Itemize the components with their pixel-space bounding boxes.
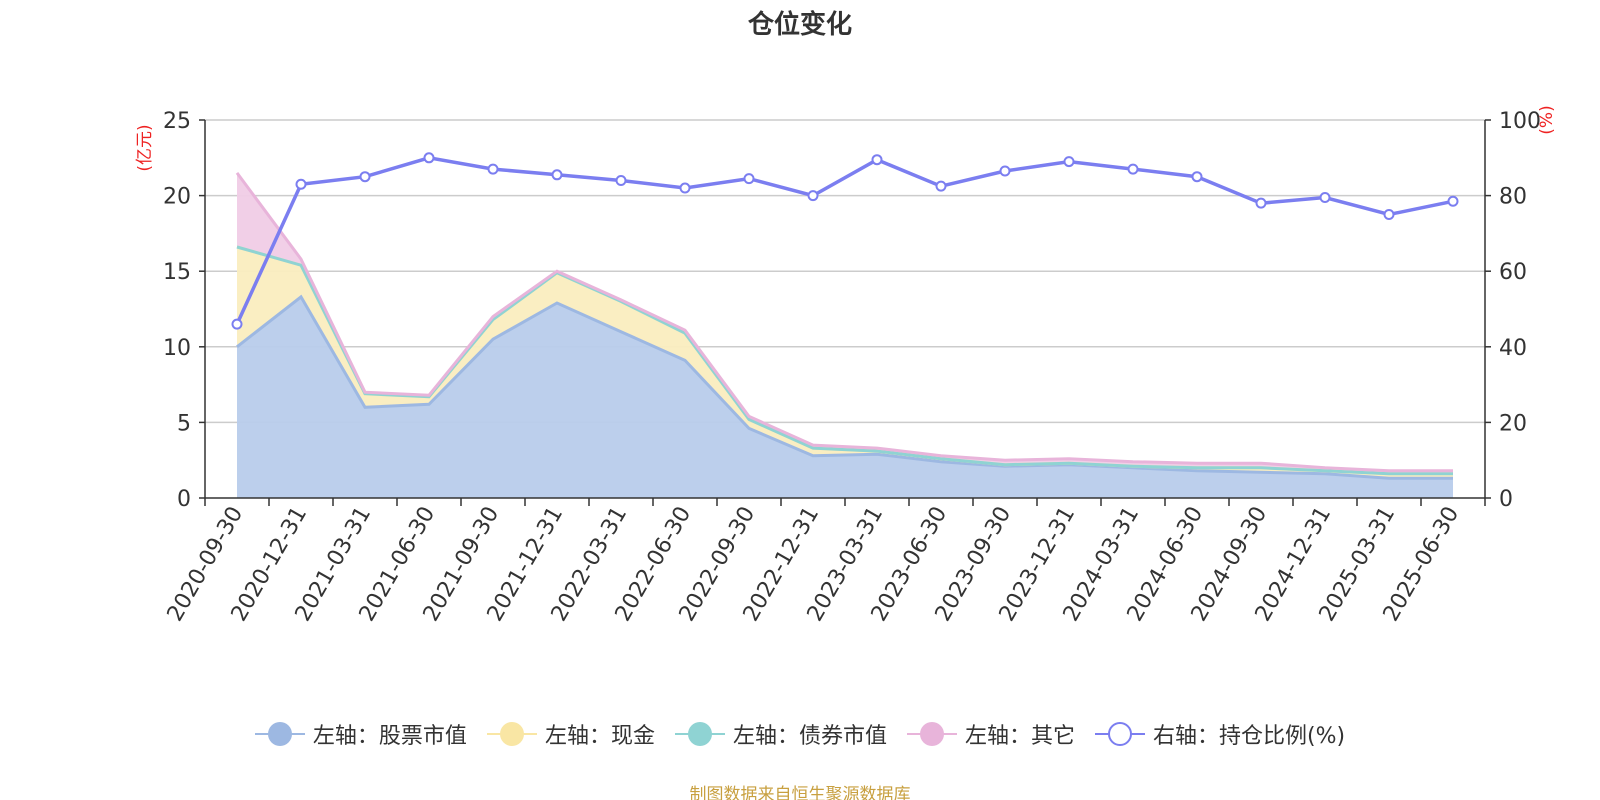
ratio-point bbox=[1127, 163, 1139, 175]
ratio-point bbox=[423, 152, 435, 164]
legend-label: 左轴：现金 bbox=[544, 724, 655, 749]
ratio-point bbox=[743, 173, 755, 185]
ratio-point bbox=[1191, 171, 1203, 183]
chart-legend: 左轴：股票市值 左轴：现金 左轴：债券市值 左轴：其它 右轴：持仓比例(%) bbox=[0, 718, 1600, 750]
area-line-1 bbox=[236, 294, 1453, 480]
legend-swatch bbox=[906, 721, 957, 747]
left-tick-label: 25 bbox=[163, 109, 191, 134]
legend-swatch bbox=[1094, 721, 1145, 747]
ratio-point bbox=[679, 182, 691, 194]
legend-label: 左轴：股票市值 bbox=[312, 724, 467, 749]
ratio-point bbox=[1255, 197, 1267, 209]
right-tick-label: 60 bbox=[1499, 260, 1527, 285]
ratio-point bbox=[807, 190, 819, 202]
source-note: 制图数据来自恒生聚源数据库 bbox=[689, 785, 911, 800]
ratio-point bbox=[295, 178, 307, 190]
ratio-point bbox=[231, 318, 243, 330]
ratio-point bbox=[615, 174, 627, 186]
legend-swatch bbox=[486, 721, 537, 747]
ratio-point bbox=[1319, 191, 1331, 203]
legend-swatch bbox=[674, 721, 725, 747]
ratio-point bbox=[871, 154, 883, 166]
legend-label: 右轴：持仓比例(%) bbox=[1152, 724, 1346, 749]
ratio-point bbox=[999, 165, 1011, 177]
ratio-line bbox=[235, 156, 1454, 325]
left-tick-label: 15 bbox=[163, 260, 191, 285]
ratio-point bbox=[487, 163, 499, 175]
left-axis-label: (亿元) bbox=[135, 124, 155, 171]
ratio-point bbox=[551, 169, 563, 181]
ratio-point bbox=[1063, 156, 1075, 168]
legend-item[interactable]: 右轴：持仓比例(%) bbox=[1094, 718, 1346, 750]
right-tick-label: 40 bbox=[1499, 336, 1527, 361]
legend-item[interactable]: 左轴：股票市值 bbox=[254, 718, 467, 750]
area-line-4 bbox=[235, 172, 1453, 473]
right-tick-label: 100 bbox=[1499, 109, 1541, 134]
ratio-point bbox=[1383, 209, 1395, 220]
legend-swatch bbox=[254, 721, 305, 747]
ratio-point bbox=[935, 180, 947, 192]
legend-item[interactable]: 左轴：现金 bbox=[486, 718, 655, 750]
left-tick-label: 10 bbox=[163, 336, 191, 361]
area-2 bbox=[237, 247, 1453, 479]
ratio-point bbox=[1447, 195, 1459, 207]
right-axis-label: (%) bbox=[1537, 105, 1557, 134]
legend-label: 左轴：其它 bbox=[964, 724, 1075, 749]
chart-title: 仓位变化 bbox=[747, 10, 852, 40]
legend-item[interactable]: 左轴：债券市值 bbox=[674, 718, 887, 750]
left-tick-label: 20 bbox=[163, 185, 191, 210]
legend-item[interactable]: 左轴：其它 bbox=[906, 718, 1075, 750]
area-1 bbox=[237, 296, 1453, 498]
right-tick-label: 20 bbox=[1499, 411, 1527, 436]
left-tick-label: 0 bbox=[177, 487, 191, 512]
left-tick-label: 5 bbox=[177, 411, 191, 436]
ratio-point bbox=[359, 171, 371, 183]
right-tick-label: 80 bbox=[1499, 185, 1527, 210]
legend-label: 左轴：债券市值 bbox=[732, 724, 887, 749]
right-tick-label: 0 bbox=[1499, 487, 1513, 512]
